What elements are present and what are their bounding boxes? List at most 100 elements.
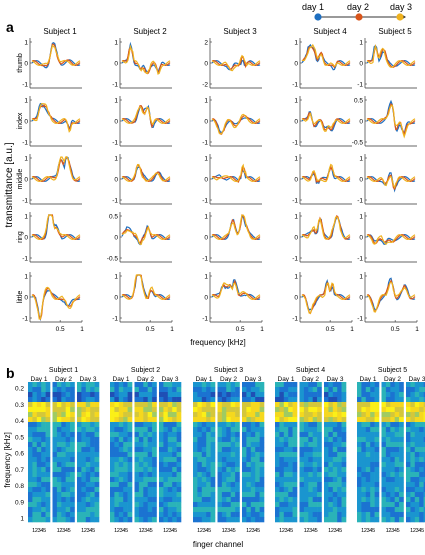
heatmap-cell <box>163 452 169 458</box>
heatmap-cell <box>394 392 400 398</box>
heatmap-cell <box>143 512 148 518</box>
heatmap-cell <box>217 472 223 478</box>
heatmap-cell <box>193 457 198 463</box>
heatmap-cell <box>127 442 133 448</box>
heatmap-cell <box>246 512 252 518</box>
heatmap-cell <box>283 487 289 493</box>
heatmap-cell <box>28 517 33 523</box>
heatmap-cell <box>419 482 424 488</box>
heatmap-cell <box>45 492 51 498</box>
heatmap-cell <box>292 472 298 478</box>
heatmap-cell <box>201 402 207 408</box>
heatmap-cell <box>159 512 164 518</box>
heatmap-cell <box>197 422 203 428</box>
heatmap-cell <box>217 507 223 513</box>
heatmap-cell <box>341 467 347 473</box>
heatmap-cell <box>52 467 58 473</box>
heatmap-cell <box>163 412 169 418</box>
heatmap-cell <box>414 442 420 448</box>
heatmap-cell <box>250 397 256 403</box>
heatmap-cell <box>90 382 95 388</box>
heatmap-cell <box>410 462 416 468</box>
heatmap-cell <box>172 442 177 448</box>
heatmap-cell <box>246 477 252 483</box>
heatmap-y-tick: 0.8 <box>15 483 24 490</box>
heatmap-cell <box>235 382 240 388</box>
heatmap-cell <box>32 442 38 448</box>
heatmap-cell <box>385 462 391 468</box>
heatmap-cell <box>246 417 252 423</box>
heatmap-cell <box>41 382 46 388</box>
heatmap-cell <box>36 457 42 463</box>
y-tick-label: 1 <box>114 98 118 105</box>
heatmap-cell <box>90 402 95 408</box>
heatmap-cell <box>250 517 256 523</box>
heatmap-cell <box>221 497 227 503</box>
heatmap-cell <box>134 507 140 513</box>
y-tick-label: -1 <box>112 140 118 147</box>
heatmap-cell <box>365 462 371 468</box>
heatmap-cell <box>419 502 424 508</box>
heatmap-cell <box>394 427 400 433</box>
heatmap-cell <box>399 477 404 483</box>
heatmap-cell <box>361 387 367 393</box>
heatmap-cell <box>28 497 33 503</box>
y-tick-label: -1 <box>292 256 298 263</box>
y-tick-label: 1 <box>24 98 28 105</box>
heatmap-cell <box>235 442 240 448</box>
heatmap-cell <box>317 492 322 498</box>
heatmap-cell <box>414 477 420 483</box>
heatmap-cell <box>419 457 424 463</box>
heatmap-cell <box>308 382 313 388</box>
heatmap-cell <box>361 457 367 463</box>
heatmap-cell <box>138 432 144 438</box>
heatmap-cell <box>242 412 247 418</box>
heatmap-cell <box>221 477 227 483</box>
heatmap-cell <box>90 517 95 523</box>
heatmap-cell <box>324 447 329 453</box>
heatmap-cell <box>138 407 144 413</box>
heatmap-cell <box>52 452 58 458</box>
heatmap-cell <box>41 402 46 408</box>
y-tick-label: 0 <box>204 61 208 68</box>
heatmap-cell <box>275 482 280 488</box>
heatmap-cell <box>134 462 140 468</box>
heatmap-cell <box>255 387 260 393</box>
heatmap-cell <box>279 482 285 488</box>
heatmap-cell <box>275 507 280 513</box>
heatmap-cell <box>283 502 289 508</box>
heatmap-cell <box>90 502 95 508</box>
heatmap-cell <box>423 492 425 498</box>
heatmap-cell <box>163 392 169 398</box>
heatmap-cell <box>419 517 424 523</box>
heatmap-cell <box>394 387 400 393</box>
heatmap-cell <box>65 467 71 473</box>
heatmap-cell <box>127 492 133 498</box>
heatmap-cell <box>250 467 256 473</box>
heatmap-cell <box>90 447 95 453</box>
heatmap-cell <box>221 397 227 403</box>
heatmap-cell <box>221 432 227 438</box>
heatmap-cell <box>385 437 391 443</box>
heatmap-cell <box>70 477 75 483</box>
heatmap-cell <box>246 437 252 443</box>
heatmap-cell <box>410 392 416 398</box>
heatmap-cell <box>127 407 133 413</box>
panel-a-xlabel: frequency [kHz] <box>190 338 246 347</box>
series-line-day1 <box>301 216 351 240</box>
day3-label: day 3 <box>390 2 412 12</box>
heatmap-cell <box>127 482 133 488</box>
heatmap-cell <box>328 517 334 523</box>
heatmap-cell <box>217 457 223 463</box>
heatmap-cell <box>52 442 58 448</box>
heatmap-cell <box>312 417 318 423</box>
heatmap-cell <box>390 452 395 458</box>
heatmap-cell <box>361 432 367 438</box>
heatmap-cell <box>94 467 100 473</box>
channel-ticks: 12345 <box>304 528 318 534</box>
heatmap-cell <box>143 452 148 458</box>
heatmap-cell <box>159 467 164 473</box>
heatmap-cell <box>385 472 391 478</box>
heatmap-cell <box>410 492 416 498</box>
heatmap-cell <box>292 512 298 518</box>
